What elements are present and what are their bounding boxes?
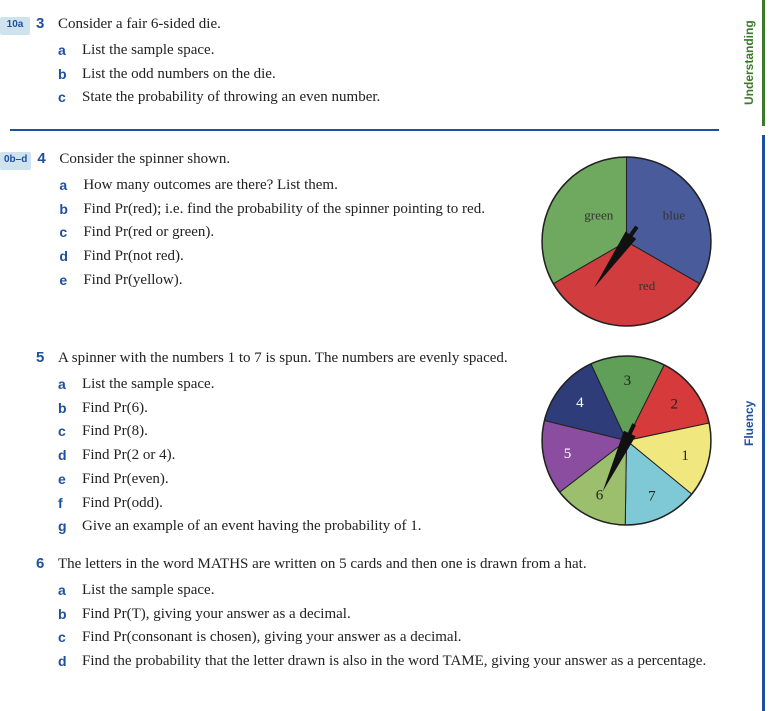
part-letter: a (58, 40, 82, 62)
svg-text:3: 3 (624, 373, 632, 389)
part-letter: g (58, 516, 82, 538)
part-letter: b (59, 199, 83, 221)
question-3: 10a 3 Consider a fair 6-sided die. aList… (0, 14, 749, 111)
qnum-4: 4 (37, 150, 59, 334)
part-letter: d (58, 445, 82, 467)
svg-text:7: 7 (648, 488, 656, 504)
q3-stem: Consider a fair 6-sided die. (58, 14, 719, 36)
q5-stem: A spinner with the numbers 1 to 7 is spu… (58, 348, 530, 370)
part-letter: b (58, 64, 82, 86)
part-letter: c (58, 87, 82, 109)
part-letter: b (58, 398, 82, 420)
part-letter: f (58, 493, 82, 515)
part-letter: c (59, 222, 83, 244)
tab-fluency: Fluency (742, 135, 765, 711)
svg-text:2: 2 (670, 397, 678, 413)
svg-text:green: green (584, 207, 613, 222)
ref-tag-q3: 10a (0, 17, 30, 35)
part-letter: a (58, 374, 82, 396)
part-letter: c (58, 421, 82, 443)
qnum-6: 6 (36, 555, 58, 675)
q3-b: List the odd numbers on the die. (82, 64, 719, 86)
q6-b: Find Pr(T), giving your answer as a deci… (82, 604, 719, 626)
svg-text:blue: blue (663, 207, 686, 222)
q4-stem: Consider the spinner shown. (59, 149, 530, 171)
q4-d: Find Pr(not red). (83, 246, 530, 268)
question-6: 6 The letters in the word MATHS are writ… (0, 554, 749, 675)
q6-stem: The letters in the word MATHS are writte… (58, 554, 719, 576)
q5-b: Find Pr(6). (82, 398, 530, 420)
part-letter: e (59, 270, 83, 292)
svg-text:6: 6 (596, 487, 604, 503)
qnum-5: 5 (36, 349, 58, 540)
q6-c: Find Pr(consonant is chosen), giving you… (82, 627, 719, 649)
q5-g: Give an example of an event having the p… (82, 516, 530, 538)
part-letter: a (58, 580, 82, 602)
spinner-7-figure: 1 7 6 5 4 3 2 (534, 348, 719, 533)
page: Understanding Fluency 10a 3 Consider a f… (0, 0, 769, 709)
q3-c: State the probability of throwing an eve… (82, 87, 719, 109)
q4-b: Find Pr(red); i.e. find the probability … (83, 199, 530, 221)
part-letter: d (58, 651, 82, 673)
svg-text:1: 1 (681, 448, 689, 464)
svg-text:5: 5 (564, 446, 572, 462)
svg-text:red: red (639, 278, 656, 293)
question-4: 0b–d 4 Consider the spinner shown. aHow … (0, 149, 749, 334)
ref-tag-q4: 0b–d (0, 152, 31, 170)
q5-c: Find Pr(8). (82, 421, 530, 443)
q4-c: Find Pr(red or green). (83, 222, 530, 244)
part-letter: a (59, 175, 83, 197)
q5-f: Find Pr(odd). (82, 493, 530, 515)
spinner-3-figure: blue red green (534, 149, 719, 334)
q3-a: List the sample space. (82, 40, 719, 62)
part-letter: c (58, 627, 82, 649)
part-letter: d (59, 246, 83, 268)
q4-e: Find Pr(yellow). (83, 270, 530, 292)
q5-d: Find Pr(2 or 4). (82, 445, 530, 467)
question-5: 5 A spinner with the numbers 1 to 7 is s… (0, 348, 749, 540)
q6-d: Find the probability that the letter dra… (82, 651, 719, 673)
q6-a: List the sample space. (82, 580, 719, 602)
tab-understanding: Understanding (742, 0, 765, 126)
part-letter: e (58, 469, 82, 491)
section-divider (10, 129, 719, 131)
qnum-3: 3 (36, 15, 58, 111)
svg-text:4: 4 (576, 395, 584, 411)
part-letter: b (58, 604, 82, 626)
q4-a: How many outcomes are there? List them. (83, 175, 530, 197)
q5-e: Find Pr(even). (82, 469, 530, 491)
q5-a: List the sample space. (82, 374, 530, 396)
